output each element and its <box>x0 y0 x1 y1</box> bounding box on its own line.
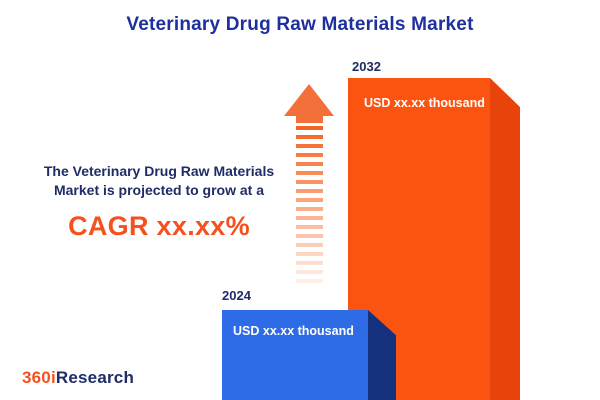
bar-2024 <box>222 310 368 400</box>
brand-logo-suffix: Research <box>55 368 135 387</box>
annotation-line-1: The Veterinary Drug Raw Materials <box>43 163 275 179</box>
growth-arrow-icon <box>284 84 334 116</box>
bar-2024-year-label: 2024 <box>222 288 251 303</box>
brand-logo: 360iResearch <box>22 368 134 388</box>
bar-2032-value-label: USD xx.xx thousand <box>364 96 485 110</box>
annotation-line-2: Market is projected to grow at a <box>53 181 265 198</box>
page-title: Veterinary Drug Raw Materials Market <box>126 14 474 35</box>
growth-arrow-stem <box>296 115 323 123</box>
growth-annotation: The Veterinary Drug Raw Materials Market… <box>24 162 294 244</box>
bar-2024-value-label: USD xx.xx thousand <box>233 324 354 338</box>
cagr-value: CAGR xx.xx% <box>68 210 250 241</box>
growth-arrow-dashed-shaft <box>296 126 323 286</box>
brand-logo-prefix: 360i <box>22 368 56 387</box>
bar-2032-year-label: 2032 <box>352 59 381 74</box>
bar-2032-side-face <box>490 78 520 400</box>
